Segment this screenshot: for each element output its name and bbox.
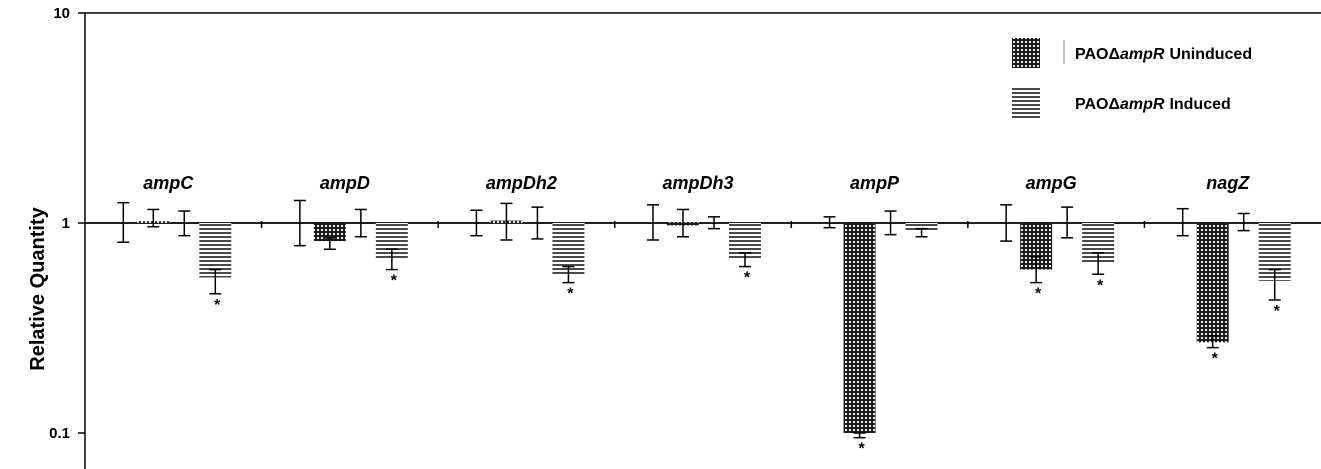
bar-group-nagZ: ** [1176, 207, 1291, 368]
error-bar [470, 209, 483, 237]
error-bar [293, 199, 306, 247]
error-bar [708, 216, 720, 230]
bar-group-ampC: * [117, 201, 232, 314]
bar-group-ampD: * [293, 199, 408, 290]
gene-label-nagZ: nagZ [1206, 173, 1250, 193]
legend-swatch-uninduced [1012, 38, 1040, 68]
bar-nagZ-dots [1196, 223, 1229, 343]
error-bar [531, 206, 544, 240]
y-axis-title: Relative Quantity [27, 206, 49, 370]
legend-swatch-induced [1012, 88, 1040, 118]
error-bar [1237, 212, 1250, 232]
bar-ampD-dots [313, 223, 346, 242]
error-bar [853, 432, 866, 439]
gene-label-ampG: ampG [1026, 173, 1077, 193]
y-tick-label: 1 [62, 215, 70, 232]
y-tick-label: 10 [53, 5, 70, 22]
error-bar [1268, 268, 1281, 301]
bar-ampDh2-stripes [552, 223, 585, 275]
significance-star: * [391, 273, 398, 290]
significance-star: * [858, 441, 865, 458]
bar-group-ampDh3: * [647, 204, 761, 287]
legend-label-uninduced: PAOΔampR Uninduced [1075, 46, 1252, 63]
significance-star: * [1035, 286, 1042, 303]
error-bar [147, 208, 160, 228]
y-tick-label: 0.1 [49, 425, 70, 442]
error-bar [915, 227, 928, 238]
significance-star: * [744, 270, 751, 287]
bar-ampC-stripes [199, 223, 232, 278]
y-axis: 0.1 1 10 Relative Quantity [27, 5, 1321, 469]
error-bar [354, 208, 367, 238]
error-bar [562, 265, 575, 284]
error-bar [1092, 252, 1105, 276]
error-bar [500, 202, 513, 241]
error-bar [209, 268, 222, 295]
significance-star: * [567, 286, 574, 303]
error-bar [385, 248, 398, 271]
error-bar [1030, 256, 1043, 284]
error-bar [823, 216, 836, 229]
bar-group-ampG: * * [1000, 204, 1115, 303]
gene-label-ampDh3: ampDh3 [662, 173, 733, 193]
gene-label-ampC: ampC [143, 173, 194, 193]
bar-group-ampP: * [823, 210, 938, 458]
error-bar [1176, 207, 1189, 237]
significance-star: * [1274, 303, 1281, 320]
significance-star: * [214, 297, 221, 314]
error-bar [1000, 204, 1013, 242]
error-bar [178, 210, 191, 237]
error-bar [677, 208, 689, 238]
error-bar [647, 204, 659, 241]
error-bar [884, 210, 897, 236]
legend: PAOΔampR Uninduced PAOΔampR Induced [1012, 38, 1252, 118]
significance-star: * [1212, 351, 1219, 368]
significance-star: * [1097, 277, 1104, 294]
error-bar [1206, 335, 1219, 349]
gene-label-ampD: ampD [320, 173, 370, 193]
gene-label-ampDh2: ampDh2 [486, 173, 557, 193]
bar-ampP-dots [843, 223, 876, 433]
bar-ampP-stripes [905, 223, 938, 231]
error-bar [117, 201, 130, 243]
error-bar [323, 237, 336, 250]
legend-label-induced: PAOΔampR Induced [1075, 96, 1231, 113]
bar-group-ampDh2: * [470, 202, 585, 303]
error-bar [739, 252, 751, 268]
gene-label-ampP: ampP [850, 173, 900, 193]
error-bar [1061, 206, 1074, 239]
